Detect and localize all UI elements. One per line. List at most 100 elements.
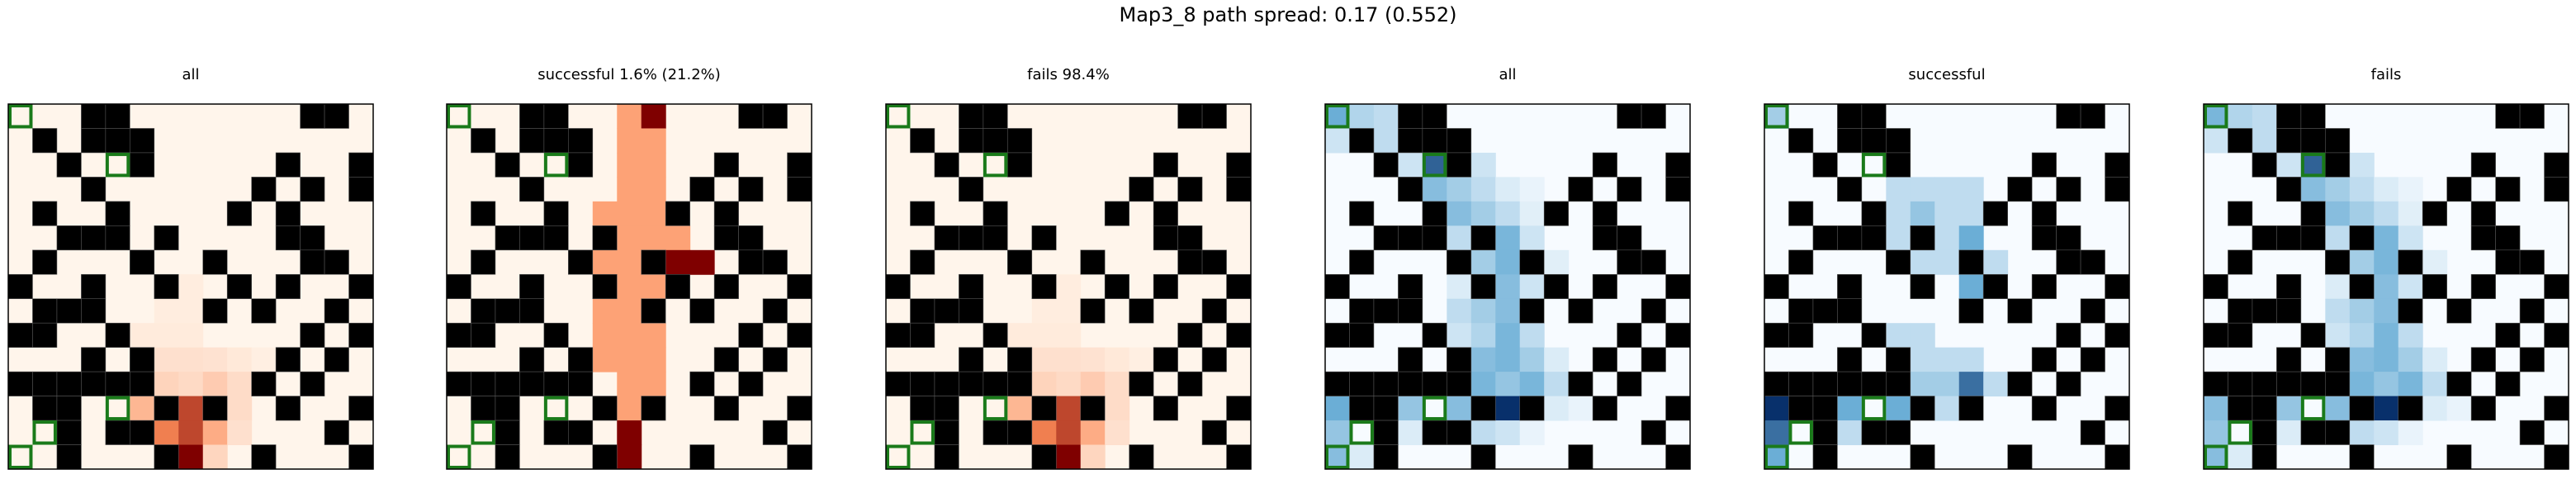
heat-cell [227, 420, 253, 446]
obstacle-cell [959, 273, 984, 300]
obstacle-cell [713, 347, 739, 372]
obstacle-cell [2007, 298, 2033, 324]
obstacle-cell [1837, 177, 1863, 202]
obstacle-cell [2252, 420, 2277, 445]
obstacle-cell [1617, 225, 1642, 251]
obstacle-cell [762, 103, 788, 129]
obstacle-cell [446, 371, 471, 396]
heat-cell [1056, 444, 1082, 470]
obstacle-cell [1349, 128, 1375, 154]
goal-marker [1422, 396, 1447, 421]
obstacle-cell [592, 396, 618, 421]
obstacle-cell [2252, 225, 2277, 251]
obstacle-cell [641, 396, 666, 421]
heat-cell [1470, 420, 1496, 446]
obstacle-cell [2007, 177, 2033, 202]
obstacle-cell [738, 371, 764, 396]
heat-cell [1080, 444, 1106, 470]
obstacle-cell [105, 128, 130, 154]
obstacle-cell [2300, 371, 2326, 396]
heat-cell [617, 249, 642, 275]
heat-cell [617, 396, 642, 421]
obstacle-cell [2228, 128, 2253, 154]
obstacle-cell [910, 322, 935, 348]
panel-title-1: all [182, 66, 200, 83]
obstacle-cell [2544, 273, 2569, 300]
heat-cell [1495, 420, 1521, 446]
obstacle-cell [105, 225, 130, 251]
heat-cell [1495, 298, 1521, 324]
obstacle-cell [2422, 201, 2447, 226]
obstacle-cell [1201, 249, 1227, 275]
obstacle-cell [1641, 249, 1666, 275]
obstacle-cell [1764, 322, 1789, 348]
heat-cell [1470, 249, 1496, 275]
goal-marker [910, 420, 935, 445]
heat-cell [1910, 201, 1935, 226]
obstacle-cell [2228, 298, 2253, 324]
obstacle-cell [2519, 347, 2545, 372]
heat-cell [1349, 104, 1375, 129]
heat-cell [617, 225, 642, 251]
heat-cell [1422, 152, 1447, 178]
obstacle-cell [1910, 225, 1935, 251]
heat-cell [617, 420, 642, 446]
obstacle-cell [1398, 225, 1423, 251]
heat-cell [2374, 225, 2399, 251]
heat-cell [1910, 249, 1935, 275]
heat-cell [2374, 323, 2399, 349]
obstacle-cell [1373, 371, 1399, 396]
heat-cell [1934, 225, 1960, 251]
obstacle-cell [543, 103, 569, 129]
heat-cell [1447, 323, 1472, 349]
panel-frame [1324, 103, 1691, 470]
heat-cell [1470, 323, 1496, 349]
heat-cell [1495, 225, 1521, 251]
obstacle-cell [2349, 444, 2375, 470]
heatmap-panel-2 [446, 103, 812, 470]
obstacle-cell [348, 177, 374, 202]
heat-cell [1544, 396, 1570, 421]
heat-cell [617, 372, 642, 397]
obstacle-cell [1226, 177, 1252, 202]
obstacle-cell [251, 177, 277, 202]
heat-cell [2276, 420, 2302, 446]
obstacle-cell [471, 371, 496, 396]
heat-cell [641, 128, 666, 154]
heat-cell [665, 225, 691, 251]
heat-cell [1495, 372, 1521, 397]
obstacle-cell [568, 152, 594, 178]
obstacle-cell [56, 420, 82, 445]
obstacle-cell [1349, 396, 1375, 421]
obstacle-cell [2276, 298, 2302, 324]
obstacle-cell [519, 298, 545, 324]
obstacle-cell [2276, 177, 2302, 202]
obstacle-cell [2325, 249, 2351, 275]
obstacle-cell [1519, 249, 1545, 275]
obstacle-cell [1373, 444, 1399, 470]
obstacle-cell [2228, 371, 2253, 396]
obstacle-cell [713, 396, 739, 421]
goal-marker [105, 152, 130, 178]
obstacle-cell [568, 347, 594, 372]
obstacle-cell [2056, 177, 2081, 202]
obstacle-cell [2495, 371, 2521, 396]
heat-cell [1447, 201, 1472, 226]
obstacle-cell [1201, 420, 1227, 445]
obstacle-cell [2080, 298, 2105, 324]
obstacle-cell [1665, 152, 1691, 178]
obstacle-cell [2080, 249, 2105, 275]
heat-cell [154, 298, 179, 324]
obstacle-cell [1373, 396, 1399, 421]
heat-cell [617, 274, 642, 300]
heat-cell [1398, 420, 1423, 446]
heat-cell [2398, 201, 2423, 226]
heat-cell [1519, 323, 1545, 349]
obstacle-cell [787, 444, 812, 470]
heat-cell [1031, 420, 1057, 446]
obstacle-cell [1080, 396, 1106, 421]
heat-cell [1837, 420, 1863, 446]
obstacle-cell [130, 152, 155, 178]
obstacle-cell [1958, 298, 1984, 324]
goal-marker [32, 420, 57, 445]
